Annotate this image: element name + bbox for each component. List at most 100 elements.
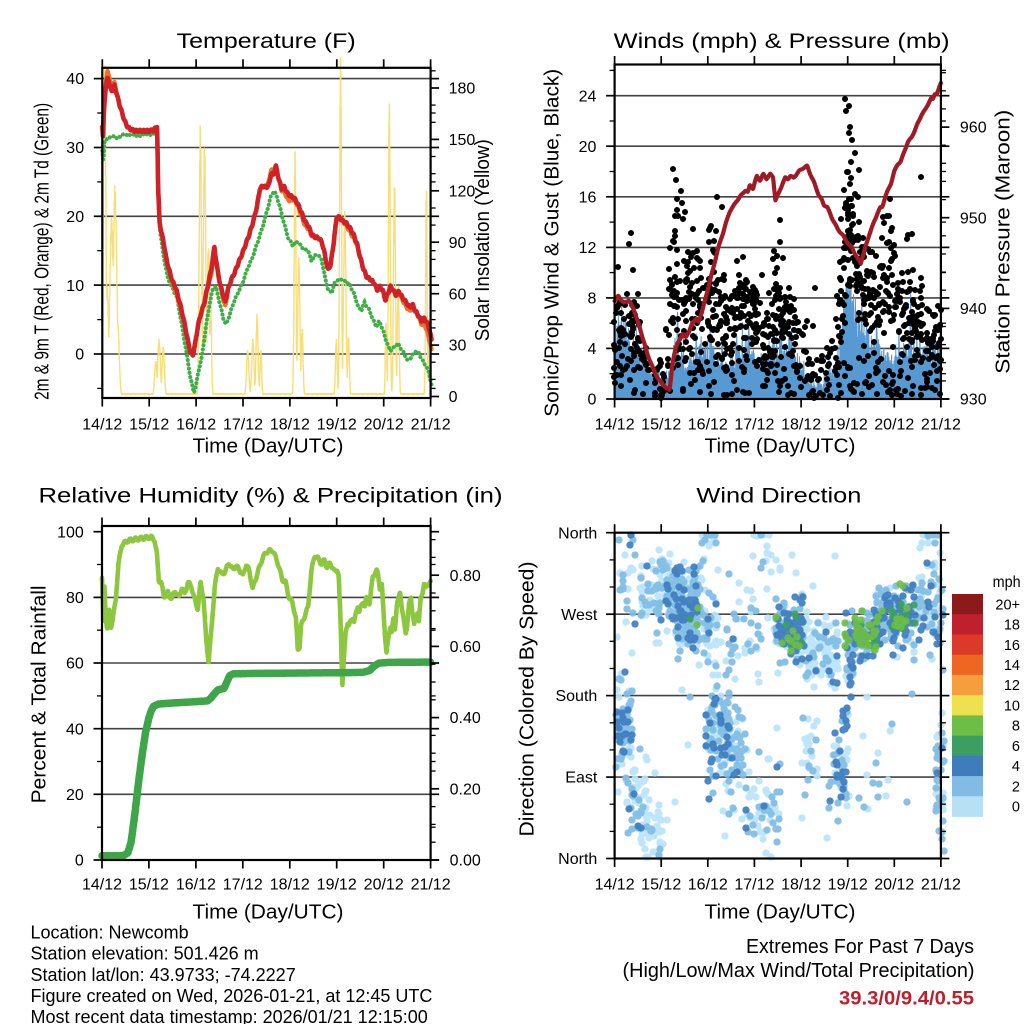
svg-text:8: 8 xyxy=(587,291,596,308)
svg-text:Station lat/lon: 43.9733; -74.: Station lat/lon: 43.9733; -74.2227 xyxy=(31,965,296,985)
svg-text:4: 4 xyxy=(587,341,596,358)
svg-text:0.20: 0.20 xyxy=(450,781,481,798)
svg-text:39.3/0/9.4/0.55: 39.3/0/9.4/0.55 xyxy=(839,988,974,1010)
svg-text:North: North xyxy=(558,851,597,868)
svg-text:16/12: 16/12 xyxy=(688,877,728,894)
svg-text:19/12: 19/12 xyxy=(828,877,868,894)
svg-text:90: 90 xyxy=(449,235,467,252)
svg-text:21/12: 21/12 xyxy=(411,877,451,894)
svg-text:16/12: 16/12 xyxy=(176,877,216,894)
svg-text:960: 960 xyxy=(960,120,987,137)
svg-text:17/12: 17/12 xyxy=(223,877,263,894)
svg-text:18/12: 18/12 xyxy=(270,877,310,894)
svg-text:Temperature (F): Temperature (F) xyxy=(177,29,356,53)
svg-text:0: 0 xyxy=(75,347,84,364)
svg-text:Station elevation: 501.426 m: Station elevation: 501.426 m xyxy=(31,944,259,964)
svg-text:14/12: 14/12 xyxy=(595,877,635,894)
svg-text:30: 30 xyxy=(449,338,467,355)
svg-text:(High/Low/Max Wind/Total Preci: (High/Low/Max Wind/Total Precipitation) xyxy=(623,960,975,982)
svg-text:Most recent data timestamp: 20: Most recent data timestamp: 2026/01/21 1… xyxy=(31,1007,428,1024)
svg-text:16/12: 16/12 xyxy=(688,417,728,434)
svg-text:Extremes For Past 7 Days: Extremes For Past 7 Days xyxy=(746,936,974,958)
svg-text:24: 24 xyxy=(579,88,597,105)
svg-text:20/12: 20/12 xyxy=(364,417,404,434)
svg-text:Time (Day/UTC): Time (Day/UTC) xyxy=(193,435,344,458)
svg-text:120: 120 xyxy=(449,183,476,200)
svg-text:60: 60 xyxy=(66,656,84,673)
svg-text:150: 150 xyxy=(449,132,476,149)
svg-text:80: 80 xyxy=(66,590,84,607)
svg-text:0: 0 xyxy=(1012,800,1020,816)
svg-text:2m & 9m T (Red, Orange) & 2m T: 2m & 9m T (Red, Orange) & 2m Td (Green) xyxy=(31,103,53,400)
svg-text:40: 40 xyxy=(66,721,84,738)
svg-text:Time (Day/UTC): Time (Day/UTC) xyxy=(705,435,856,458)
svg-text:8: 8 xyxy=(1012,719,1020,735)
svg-text:21/12: 21/12 xyxy=(921,877,961,894)
svg-text:21/12: 21/12 xyxy=(411,417,451,434)
svg-text:0.80: 0.80 xyxy=(450,568,481,585)
svg-text:12: 12 xyxy=(579,240,597,257)
svg-text:19/12: 19/12 xyxy=(828,417,868,434)
svg-text:Wind Direction: Wind Direction xyxy=(696,484,861,508)
svg-text:19/12: 19/12 xyxy=(317,877,357,894)
svg-text:18: 18 xyxy=(1004,618,1020,634)
svg-text:16/12: 16/12 xyxy=(176,417,216,434)
svg-text:18/12: 18/12 xyxy=(781,877,821,894)
svg-text:6: 6 xyxy=(1012,739,1020,755)
svg-text:mph: mph xyxy=(993,574,1021,591)
svg-text:Percent & Total Rainfall: Percent & Total Rainfall xyxy=(29,585,51,803)
svg-text:Direction (Colored By Speed): Direction (Colored By Speed) xyxy=(516,562,538,837)
svg-text:15/12: 15/12 xyxy=(129,417,169,434)
svg-text:20/12: 20/12 xyxy=(874,877,914,894)
svg-text:14/12: 14/12 xyxy=(82,877,122,894)
svg-text:0.60: 0.60 xyxy=(450,639,481,656)
svg-text:Winds (mph) & Pressure (mb): Winds (mph) & Pressure (mb) xyxy=(614,29,950,53)
svg-text:Figure created on Wed, 2026-01: Figure created on Wed, 2026-01-21, at 12… xyxy=(31,986,433,1006)
svg-text:0.00: 0.00 xyxy=(450,853,481,870)
svg-text:16: 16 xyxy=(1004,638,1020,654)
svg-text:0: 0 xyxy=(449,389,458,406)
svg-text:4: 4 xyxy=(1012,759,1020,775)
svg-text:180: 180 xyxy=(449,81,476,98)
svg-text:0: 0 xyxy=(75,853,84,870)
svg-text:2: 2 xyxy=(1012,779,1020,795)
svg-text:100: 100 xyxy=(57,524,84,541)
svg-text:19/12: 19/12 xyxy=(317,417,357,434)
svg-text:930: 930 xyxy=(960,392,987,409)
svg-text:0.40: 0.40 xyxy=(450,710,481,727)
svg-text:12: 12 xyxy=(1004,678,1020,694)
svg-text:Time (Day/UTC): Time (Day/UTC) xyxy=(705,900,856,923)
svg-text:Location: Newcomb: Location: Newcomb xyxy=(31,922,189,942)
svg-text:20/12: 20/12 xyxy=(364,877,404,894)
svg-text:950: 950 xyxy=(960,210,987,227)
svg-text:17/12: 17/12 xyxy=(734,417,774,434)
svg-text:North: North xyxy=(558,525,597,542)
svg-text:20+: 20+ xyxy=(995,597,1020,613)
svg-text:Relative Humidity (%) & Precip: Relative Humidity (%) & Precipitation (i… xyxy=(39,484,503,508)
svg-text:20: 20 xyxy=(579,139,597,156)
svg-text:West: West xyxy=(561,607,598,624)
svg-text:20/12: 20/12 xyxy=(874,417,914,434)
svg-text:15/12: 15/12 xyxy=(129,877,169,894)
svg-text:40: 40 xyxy=(66,71,84,88)
svg-text:20: 20 xyxy=(66,787,84,804)
svg-text:21/12: 21/12 xyxy=(921,417,961,434)
svg-text:0: 0 xyxy=(587,392,596,409)
svg-text:15/12: 15/12 xyxy=(641,877,681,894)
svg-text:10: 10 xyxy=(66,278,84,295)
svg-text:East: East xyxy=(565,770,598,787)
svg-text:60: 60 xyxy=(449,286,467,303)
svg-text:Sonic/Prop Wind & Gust (Blue,: Sonic/Prop Wind & Gust (Blue, Black) xyxy=(541,69,563,417)
svg-text:South: South xyxy=(555,688,597,705)
svg-text:20: 20 xyxy=(66,209,84,226)
svg-text:18/12: 18/12 xyxy=(781,417,821,434)
svg-text:17/12: 17/12 xyxy=(734,877,774,894)
svg-text:14/12: 14/12 xyxy=(595,417,635,434)
svg-text:30: 30 xyxy=(66,140,84,157)
svg-text:Time (Day/UTC): Time (Day/UTC) xyxy=(193,900,344,923)
svg-text:10: 10 xyxy=(1004,699,1020,715)
svg-text:14: 14 xyxy=(1004,658,1020,674)
svg-text:Station Pressure (Maroon): Station Pressure (Maroon) xyxy=(993,110,1015,374)
svg-text:15/12: 15/12 xyxy=(641,417,681,434)
svg-text:18/12: 18/12 xyxy=(270,417,310,434)
